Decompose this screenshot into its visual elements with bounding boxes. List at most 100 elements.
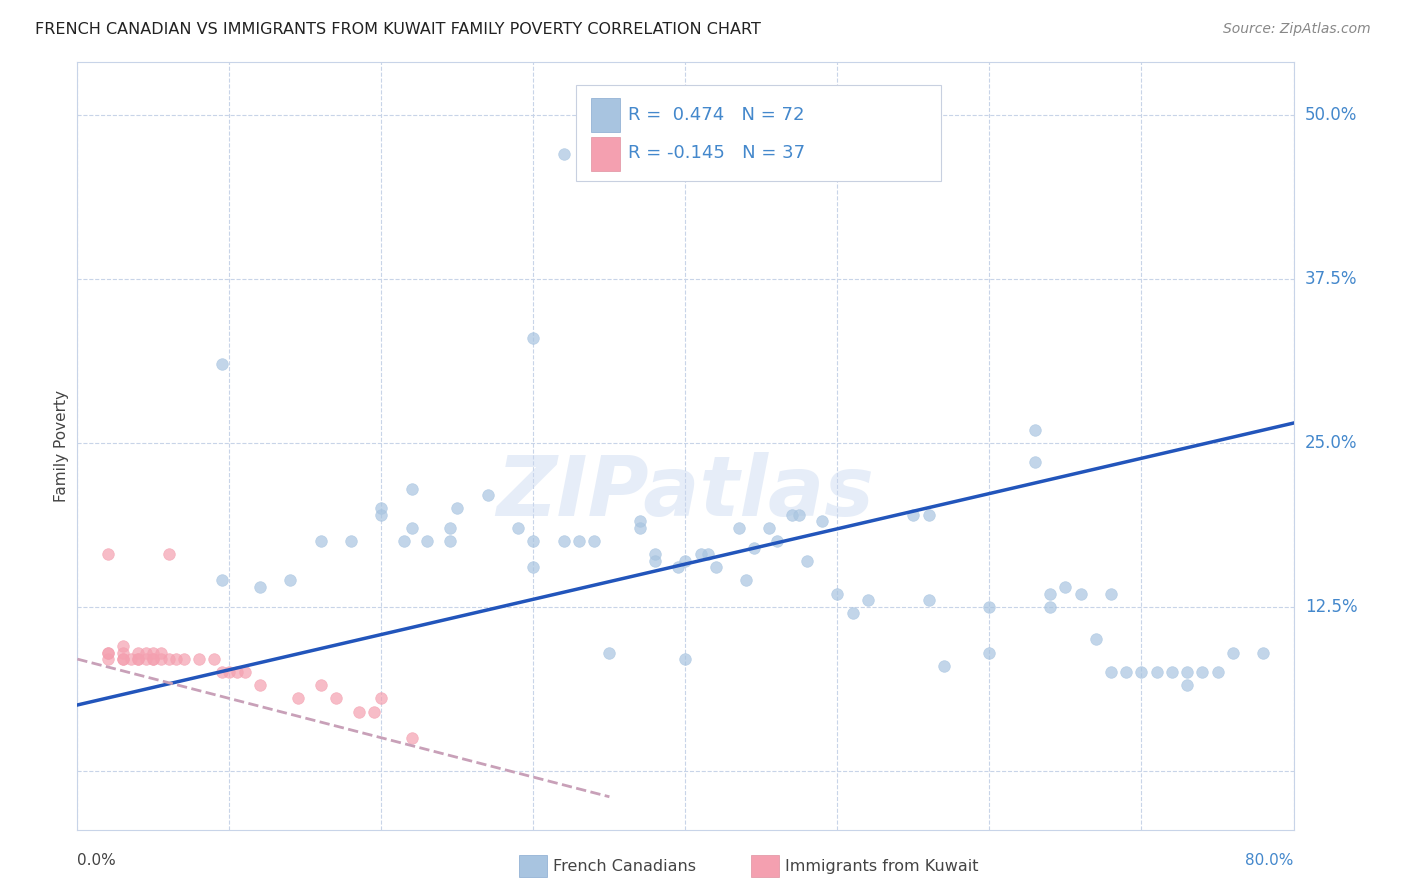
Point <box>704 560 727 574</box>
Text: 0.0%: 0.0% <box>77 853 117 868</box>
Point <box>165 652 187 666</box>
Point <box>127 652 149 666</box>
Text: 37.5%: 37.5% <box>1305 269 1357 288</box>
Point <box>689 547 711 561</box>
Text: French Canadians: French Canadians <box>553 859 696 873</box>
Point <box>211 665 233 680</box>
Point <box>979 599 1001 614</box>
Point <box>142 652 165 666</box>
Point <box>903 508 925 522</box>
Point <box>553 534 575 549</box>
Point <box>127 652 149 666</box>
Point <box>568 534 591 549</box>
Point <box>218 665 240 680</box>
Text: 25.0%: 25.0% <box>1305 434 1357 451</box>
Point <box>1070 586 1092 600</box>
Point <box>157 652 180 666</box>
Text: Immigrants from Kuwait: Immigrants from Kuwait <box>785 859 979 873</box>
Text: 80.0%: 80.0% <box>1246 853 1294 868</box>
Point <box>370 691 392 706</box>
Point <box>309 678 332 692</box>
Point <box>211 357 233 371</box>
Point <box>370 501 392 516</box>
Point <box>278 574 301 588</box>
Point <box>1251 646 1274 660</box>
Point <box>628 515 651 529</box>
Point <box>522 560 544 574</box>
Point <box>856 593 879 607</box>
Point <box>644 554 666 568</box>
Point <box>477 488 499 502</box>
Point <box>188 652 211 666</box>
Text: FRENCH CANADIAN VS IMMIGRANTS FROM KUWAIT FAMILY POVERTY CORRELATION CHART: FRENCH CANADIAN VS IMMIGRANTS FROM KUWAI… <box>35 22 761 37</box>
Point <box>1175 678 1198 692</box>
Point <box>97 646 120 660</box>
Point <box>735 574 758 588</box>
Point <box>416 534 439 549</box>
Point <box>644 547 666 561</box>
Point <box>111 652 134 666</box>
Point <box>149 652 172 666</box>
Point <box>446 501 468 516</box>
Point <box>439 534 461 549</box>
FancyBboxPatch shape <box>576 86 941 181</box>
Point <box>789 508 811 522</box>
Point <box>401 521 423 535</box>
Point <box>135 646 157 660</box>
Point <box>249 678 271 692</box>
Point <box>211 574 233 588</box>
Point <box>120 652 142 666</box>
Point <box>347 705 370 719</box>
Point <box>1024 423 1046 437</box>
Point <box>1039 599 1062 614</box>
Point <box>97 547 120 561</box>
Point <box>142 652 165 666</box>
Point <box>827 586 849 600</box>
Point <box>157 547 180 561</box>
Point <box>1084 632 1107 647</box>
Point <box>142 646 165 660</box>
Point <box>742 541 765 555</box>
Point <box>97 646 120 660</box>
Point <box>392 534 415 549</box>
Point <box>918 593 941 607</box>
FancyBboxPatch shape <box>591 98 620 132</box>
Point <box>173 652 195 666</box>
Point <box>841 606 863 620</box>
Point <box>765 534 787 549</box>
Point <box>439 521 461 535</box>
Point <box>1130 665 1153 680</box>
Point <box>508 521 530 535</box>
Point <box>932 658 955 673</box>
Point <box>135 652 157 666</box>
Text: ZIPatlas: ZIPatlas <box>496 451 875 533</box>
Point <box>1099 665 1122 680</box>
Point <box>666 560 689 574</box>
Point <box>522 534 544 549</box>
Text: 50.0%: 50.0% <box>1305 106 1357 124</box>
Point <box>1191 665 1213 680</box>
Point <box>1175 665 1198 680</box>
Point <box>675 554 697 568</box>
Point <box>1039 586 1062 600</box>
Point <box>1146 665 1168 680</box>
Point <box>780 508 803 522</box>
Point <box>796 554 818 568</box>
FancyBboxPatch shape <box>591 136 620 170</box>
Point <box>249 580 271 594</box>
Point <box>811 515 834 529</box>
Point <box>340 534 363 549</box>
Point <box>697 547 720 561</box>
Point <box>97 652 120 666</box>
Point <box>979 646 1001 660</box>
Text: Source: ZipAtlas.com: Source: ZipAtlas.com <box>1223 22 1371 37</box>
Point <box>1099 586 1122 600</box>
Point <box>287 691 309 706</box>
Point <box>1161 665 1184 680</box>
Point <box>233 665 256 680</box>
Point <box>226 665 249 680</box>
Point <box>149 646 172 660</box>
Point <box>325 691 347 706</box>
Point <box>1206 665 1229 680</box>
Point <box>522 331 544 345</box>
